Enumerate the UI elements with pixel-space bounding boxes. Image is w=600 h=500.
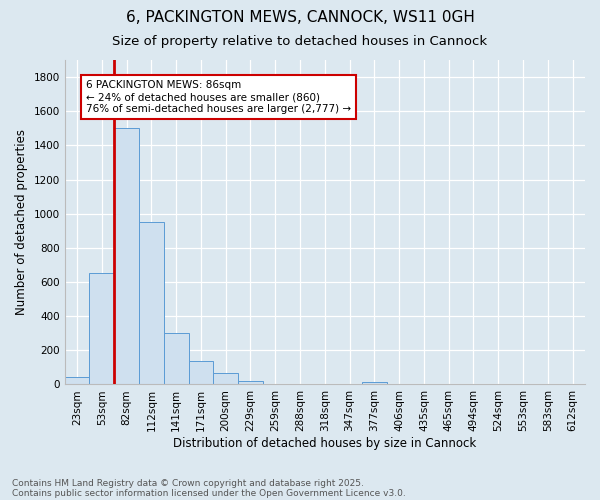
Text: 6, PACKINGTON MEWS, CANNOCK, WS11 0GH: 6, PACKINGTON MEWS, CANNOCK, WS11 0GH [125,10,475,25]
Bar [65,377,89,384]
Text: Size of property relative to detached houses in Cannock: Size of property relative to detached ho… [112,35,488,48]
Text: Contains public sector information licensed under the Open Government Licence v3: Contains public sector information licen… [12,488,406,498]
X-axis label: Distribution of detached houses by size in Cannock: Distribution of detached houses by size … [173,437,476,450]
Bar [188,362,214,384]
Bar [362,382,387,384]
Bar [164,333,188,384]
Bar [214,374,238,384]
Text: 6 PACKINGTON MEWS: 86sqm
← 24% of detached houses are smaller (860)
76% of semi-: 6 PACKINGTON MEWS: 86sqm ← 24% of detach… [86,80,351,114]
Bar [238,380,263,384]
Bar [139,222,164,384]
Bar [89,274,114,384]
Bar [114,128,139,384]
Y-axis label: Number of detached properties: Number of detached properties [15,129,28,315]
Text: Contains HM Land Registry data © Crown copyright and database right 2025.: Contains HM Land Registry data © Crown c… [12,478,364,488]
